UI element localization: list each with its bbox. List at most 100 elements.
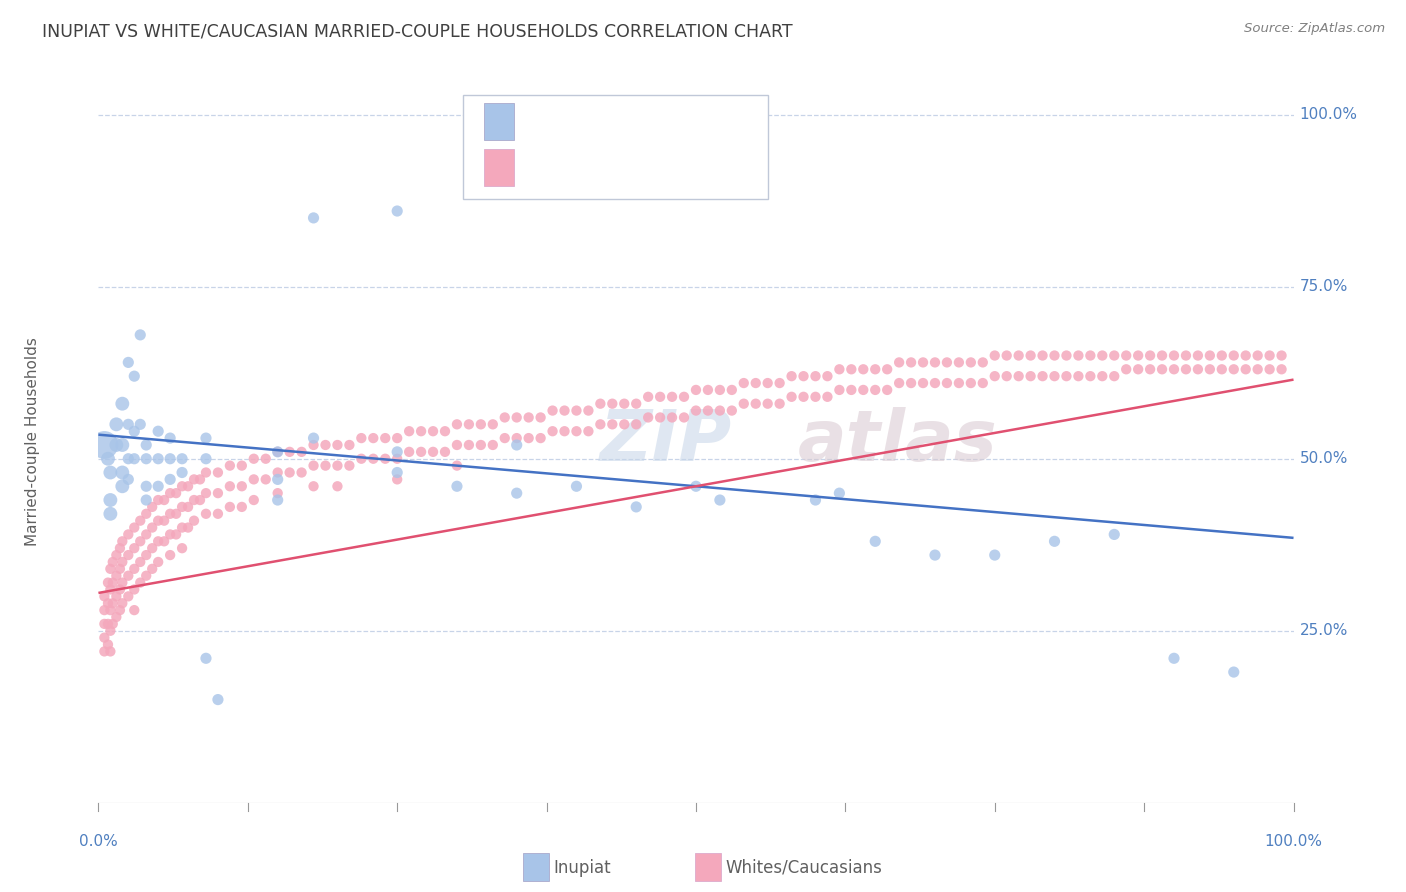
Point [1091, 369, 1114, 384]
Point [97, 451, 120, 466]
Point [129, 555, 152, 569]
Point [1104, 349, 1126, 363]
Text: INUPIAT VS WHITE/CAUCASIAN MARRIED-COUPLE HOUSEHOLDS CORRELATION CHART: INUPIAT VS WHITE/CAUCASIAN MARRIED-COUPL… [42, 22, 793, 40]
Point [1115, 362, 1137, 376]
Point [637, 390, 659, 404]
Point [207, 486, 229, 500]
Point [153, 514, 176, 528]
Point [398, 424, 420, 438]
Point [385, 204, 409, 219]
Point [1175, 362, 1198, 376]
Point [709, 403, 731, 417]
Point [865, 362, 887, 376]
Point [165, 507, 187, 521]
Point [111, 479, 134, 493]
Point [141, 520, 163, 534]
Point [117, 451, 139, 466]
Point [188, 493, 211, 508]
Point [1258, 349, 1281, 363]
Point [1091, 349, 1114, 363]
Point [1271, 349, 1294, 363]
Point [105, 568, 128, 582]
Point [135, 568, 157, 582]
Point [541, 424, 564, 438]
Point [446, 417, 468, 432]
Point [302, 458, 325, 473]
Point [129, 534, 152, 549]
Point [148, 424, 170, 438]
Bar [695, 854, 721, 880]
Point [219, 479, 242, 493]
Point [385, 472, 409, 486]
Text: 75.0%: 75.0% [1299, 279, 1348, 294]
Bar [523, 854, 548, 880]
Point [1043, 349, 1066, 363]
Point [105, 590, 128, 604]
Point [148, 493, 170, 508]
Point [685, 479, 707, 493]
Point [267, 445, 290, 459]
Point [721, 403, 744, 417]
Point [111, 397, 134, 411]
Point [267, 472, 290, 486]
Point [506, 438, 529, 452]
Point [129, 514, 152, 528]
Point [124, 582, 146, 597]
Point [1067, 369, 1090, 384]
Point [1175, 349, 1198, 363]
Point [889, 376, 911, 390]
Point [105, 548, 128, 562]
Point [148, 479, 170, 493]
Point [841, 383, 863, 397]
Point [828, 486, 851, 500]
Point [1199, 349, 1222, 363]
Text: R = -0.395   N =  60: R = -0.395 N = 60 [529, 112, 711, 130]
Point [1043, 369, 1066, 384]
Point [111, 596, 134, 610]
Point [434, 445, 457, 459]
Point [117, 472, 139, 486]
Point [231, 479, 253, 493]
Point [673, 410, 696, 425]
Point [93, 631, 115, 645]
Point [852, 362, 875, 376]
Point [481, 417, 505, 432]
Point [108, 562, 131, 576]
Point [960, 355, 983, 369]
Point [183, 514, 205, 528]
Point [1008, 349, 1031, 363]
Point [219, 500, 242, 514]
Point [1128, 349, 1150, 363]
Point [254, 472, 277, 486]
Point [984, 548, 1007, 562]
Point [1223, 349, 1246, 363]
Point [93, 616, 115, 631]
Point [101, 616, 124, 631]
Point [101, 555, 124, 569]
Point [506, 410, 529, 425]
Point [195, 507, 218, 521]
Point [195, 431, 218, 445]
Point [541, 403, 564, 417]
Point [1187, 349, 1209, 363]
Point [129, 575, 152, 590]
Point [1163, 349, 1185, 363]
Point [98, 644, 122, 658]
Point [172, 466, 194, 480]
Point [815, 390, 838, 404]
Point [165, 486, 187, 500]
Point [195, 486, 218, 500]
Text: Inupiat: Inupiat [554, 859, 612, 877]
Point [494, 431, 516, 445]
Point [159, 548, 181, 562]
Point [108, 582, 131, 597]
Point [172, 520, 194, 534]
Point [148, 451, 170, 466]
Point [98, 562, 122, 576]
Point [243, 472, 266, 486]
Point [876, 383, 898, 397]
Point [124, 424, 146, 438]
Text: 0.0%: 0.0% [79, 834, 118, 849]
Point [291, 466, 314, 480]
Point [101, 596, 124, 610]
